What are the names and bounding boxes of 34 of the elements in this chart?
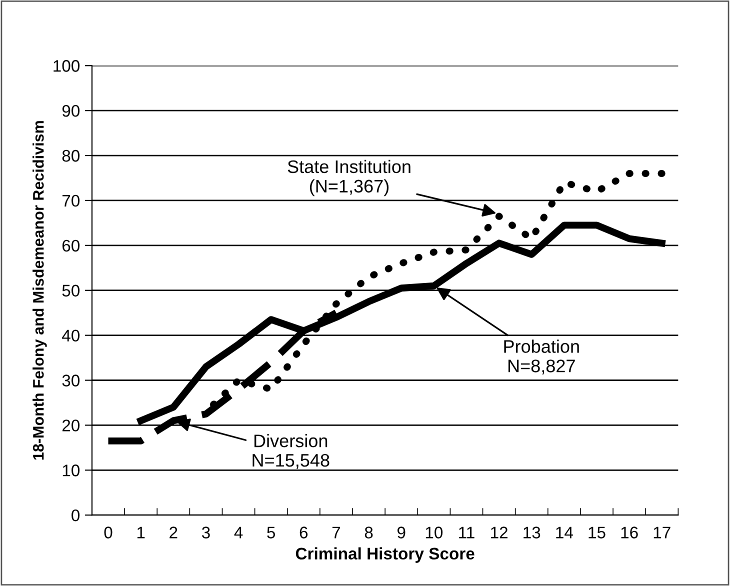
x-tick-label: 10 — [426, 526, 443, 538]
x-tick-label: 11 — [459, 526, 474, 538]
x-tick-label: 16 — [621, 526, 638, 538]
y-tick-label: 40 — [62, 330, 80, 342]
y-tick-label: 50 — [62, 284, 80, 297]
annotation: Probation N=8,827 — [504, 340, 579, 374]
x-tick-label: 8 — [364, 526, 373, 538]
y-tick-label: 30 — [62, 374, 80, 386]
x-tick-label: 1 — [137, 526, 145, 538]
y-tick-label: 60 — [62, 240, 80, 252]
x-tick-label: 4 — [234, 526, 243, 538]
x-tick-label: 17 — [654, 526, 670, 538]
x-tick-label: 6 — [300, 526, 308, 538]
y-tick-label: 70 — [62, 194, 80, 207]
annotation: State Institution (N=1,367) — [288, 160, 410, 196]
y-axis-title: 18-Month Felony and Misdemeanor Recidivism — [32, 121, 47, 460]
y-tick-label: 10 — [62, 464, 80, 476]
x-axis-title: Criminal History Score — [296, 547, 474, 563]
annotation: Diversion N=15,548 — [252, 434, 330, 469]
x-tick-label: 2 — [170, 526, 178, 538]
y-tick-label: 80 — [62, 150, 80, 162]
x-tick-label: 0 — [104, 526, 112, 538]
x-tick-label: 13 — [524, 526, 540, 538]
y-tick-label: 100 — [54, 60, 80, 72]
x-tick-label: 15 — [588, 526, 606, 538]
y-tick-label: 20 — [62, 420, 80, 432]
x-tick-label: 14 — [556, 526, 573, 538]
x-tick-label: 3 — [202, 526, 210, 538]
x-tick-label: 9 — [398, 526, 406, 538]
y-tick-label: 90 — [62, 104, 80, 117]
y-tick-label: 0 — [72, 509, 80, 522]
x-tick-label: 5 — [267, 526, 276, 538]
x-tick-label: 7 — [332, 526, 340, 538]
x-tick-label: 12 — [491, 526, 508, 538]
